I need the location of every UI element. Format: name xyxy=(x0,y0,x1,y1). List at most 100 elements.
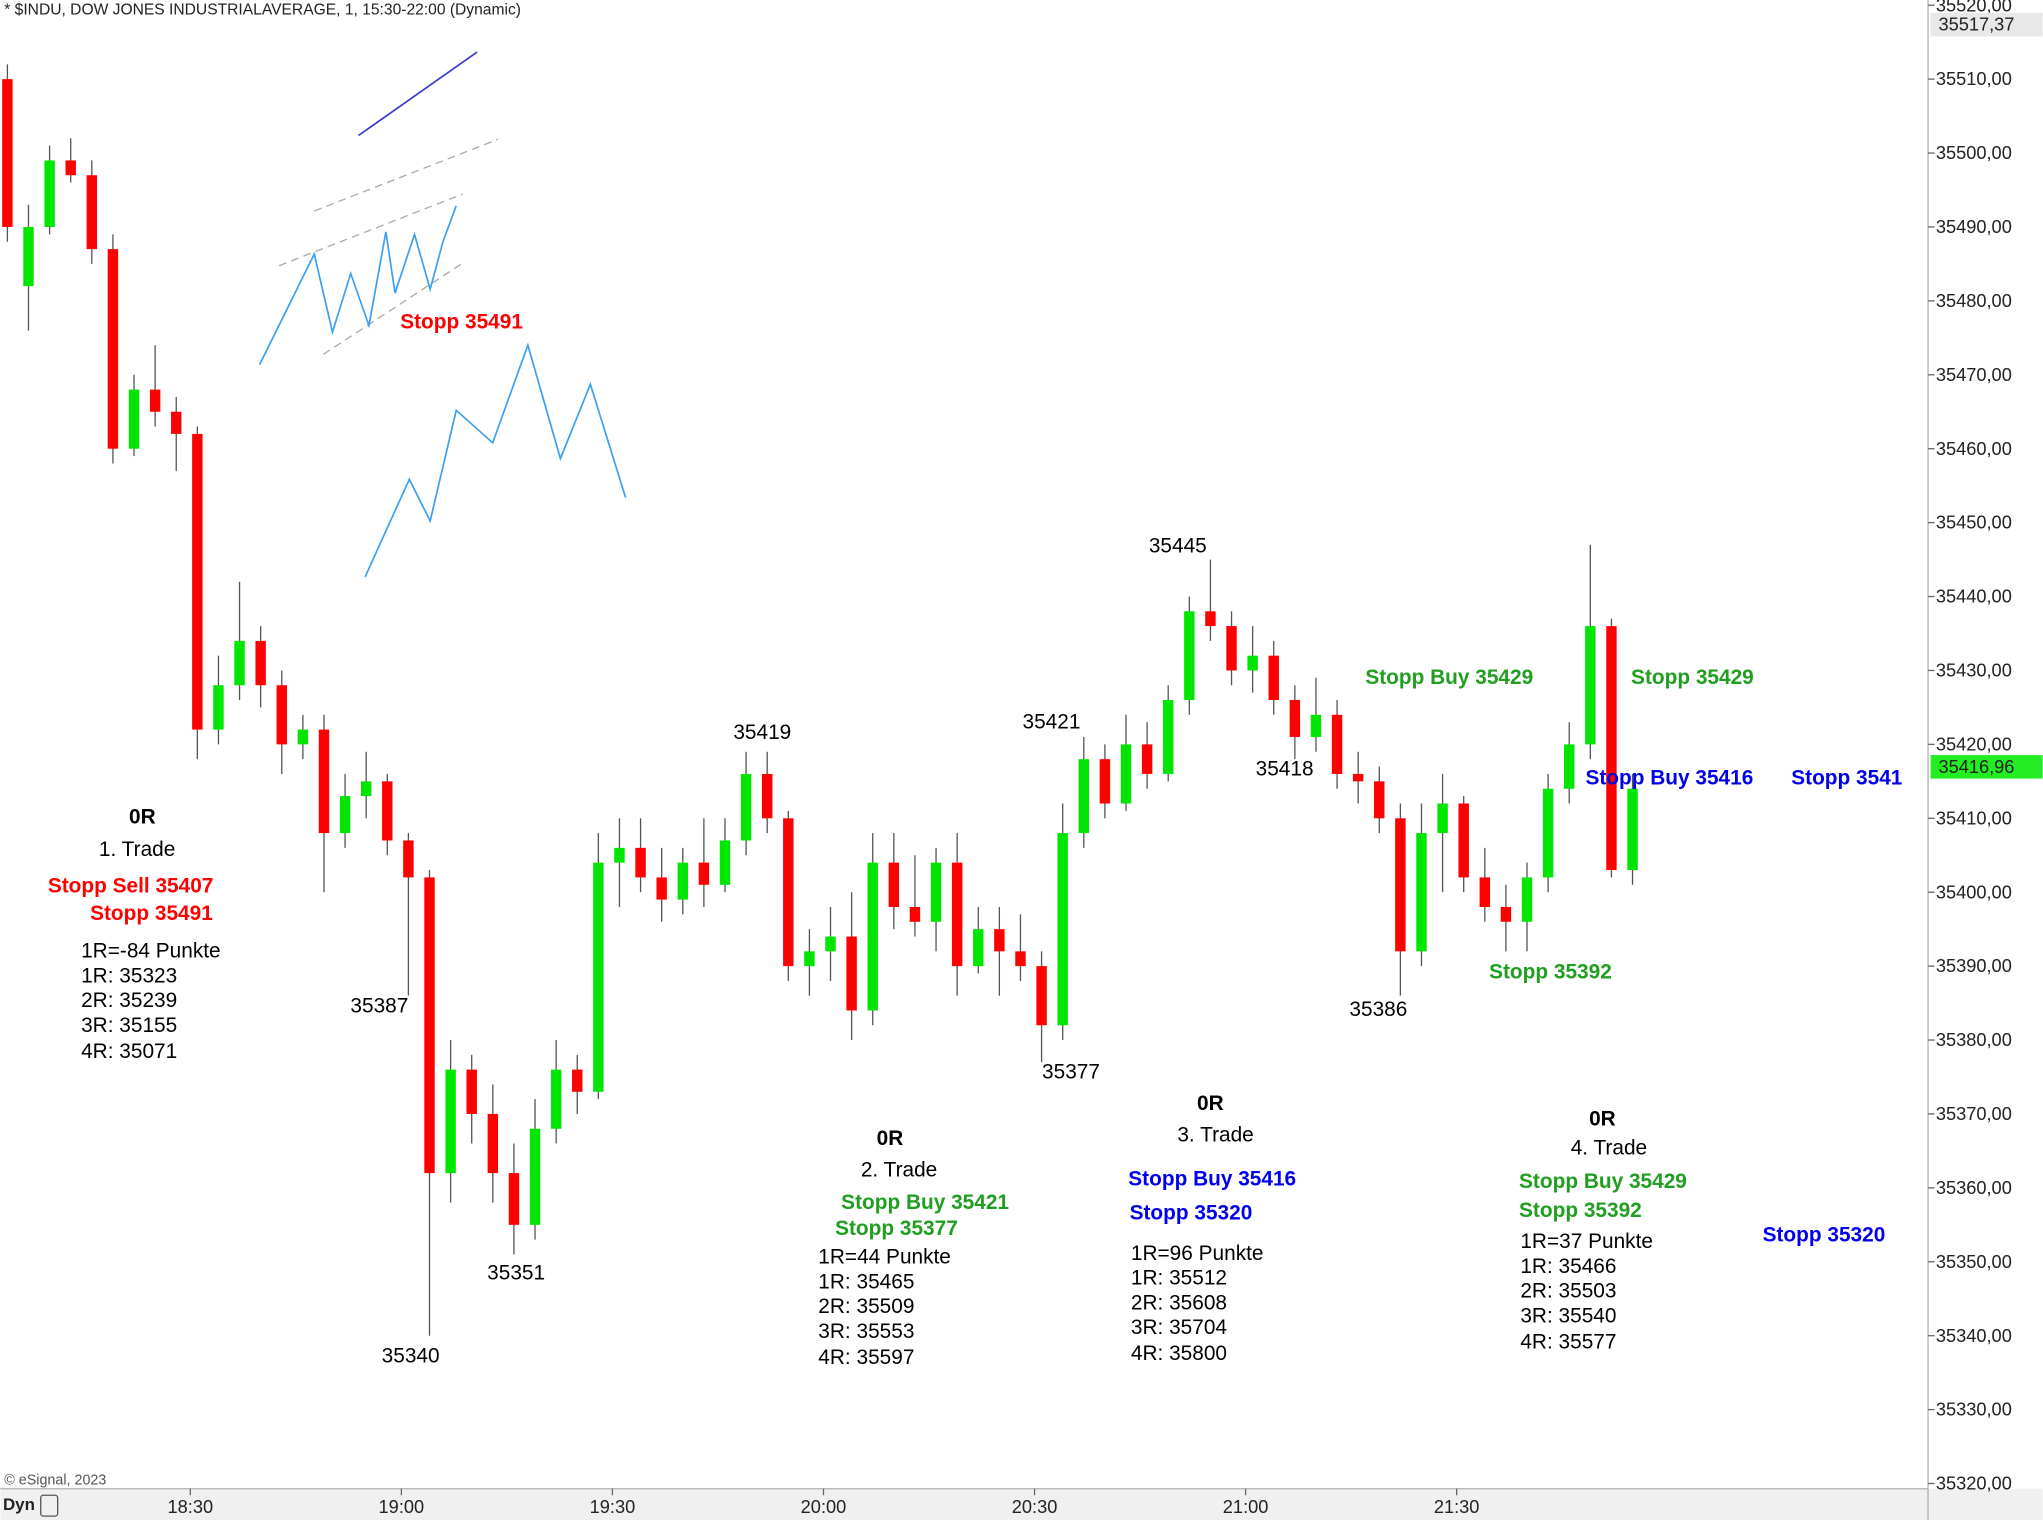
annotation: Stopp 35392 xyxy=(1489,960,1612,983)
candle-body xyxy=(1437,803,1448,834)
candle-body xyxy=(1416,833,1427,952)
candle-body xyxy=(466,1069,477,1114)
candle-body xyxy=(318,729,330,834)
candle-body xyxy=(1015,951,1026,967)
y-tick-label: 35430,00 xyxy=(1936,660,2012,681)
y-tick-label: 35410,00 xyxy=(1936,807,2012,828)
y-tick-label: 35510,00 xyxy=(1936,68,2012,89)
candle-body xyxy=(909,906,921,922)
y-tick-label: 35320,00 xyxy=(1936,1473,2012,1494)
annotation: 3R: 35704 xyxy=(1131,1316,1227,1339)
annotation: 35340 xyxy=(382,1345,440,1368)
candle-body xyxy=(2,79,13,227)
candle-body xyxy=(1184,611,1195,701)
candle-body xyxy=(888,862,900,907)
y-tick-label: 35490,00 xyxy=(1936,216,2012,237)
candle-body xyxy=(276,685,287,745)
candle-body xyxy=(1374,781,1385,819)
candle-body xyxy=(65,160,76,176)
candle-body xyxy=(1500,906,1512,922)
annotation: 1R: 35323 xyxy=(81,964,177,987)
candle-body xyxy=(192,433,203,730)
candle-body xyxy=(930,862,942,922)
pattern-sketch xyxy=(364,342,627,578)
candle-body xyxy=(1226,626,1237,671)
annotation: 1R=44 Punkte xyxy=(818,1246,951,1269)
candle-body xyxy=(550,1069,562,1129)
y-tick-label: 35480,00 xyxy=(1936,290,2012,311)
price-marker-label: 35517,37 xyxy=(1938,14,2014,35)
annotation: 1R=96 Punkte xyxy=(1131,1242,1264,1265)
candle-body xyxy=(424,877,435,1174)
annotation: 3. Trade xyxy=(1177,1123,1253,1146)
y-tick-label: 35390,00 xyxy=(1936,955,2012,976)
annotation: 1R: 35465 xyxy=(818,1270,914,1293)
annotation: 4R: 35071 xyxy=(81,1040,177,1063)
candle-body xyxy=(614,847,625,863)
candle-body xyxy=(1542,788,1554,878)
x-tick-label: 20:30 xyxy=(1012,1496,1058,1517)
candle-body xyxy=(255,640,266,686)
annotation: 2R: 35503 xyxy=(1520,1280,1616,1303)
candle-body xyxy=(445,1069,456,1174)
mode-label: Dyn xyxy=(3,1495,35,1514)
x-tick-label: 19:00 xyxy=(379,1496,425,1517)
candle-body xyxy=(1627,788,1638,871)
candle-body xyxy=(1585,626,1596,745)
annotation: Stopp 35320 xyxy=(1763,1224,1886,1247)
candle-body xyxy=(761,773,773,819)
annotation: Stopp Buy 35416 xyxy=(1585,766,1753,789)
annotation: Stopp 35429 xyxy=(1631,666,1754,689)
annotation: 35445 xyxy=(1149,535,1207,558)
y-tick-label: 35460,00 xyxy=(1936,438,2012,459)
annotation: 2R: 35509 xyxy=(818,1295,914,1318)
candle-body xyxy=(1036,966,1047,1026)
annotation: 0R xyxy=(1589,1108,1616,1131)
drawings xyxy=(258,51,627,578)
candle-body xyxy=(635,847,646,878)
annotation: 35351 xyxy=(487,1261,545,1284)
annotation: 4R: 35800 xyxy=(1131,1342,1227,1365)
y-tick-label: 35330,00 xyxy=(1936,1399,2012,1420)
annotation: 35418 xyxy=(1256,757,1314,780)
candle-body xyxy=(656,877,667,900)
candle-body xyxy=(508,1173,520,1225)
annotation: 4R: 35577 xyxy=(1520,1330,1616,1353)
candle-body xyxy=(1395,818,1406,952)
y-tick-label: 35400,00 xyxy=(1936,881,2012,902)
y-tick-label: 35420,00 xyxy=(1936,733,2012,754)
candle-body xyxy=(149,389,161,412)
annotation: 1R=-84 Punkte xyxy=(81,940,221,963)
x-tick-label: 21:00 xyxy=(1223,1496,1269,1517)
y-tick-label: 35520,00 xyxy=(1936,0,2012,15)
candle-body xyxy=(1099,759,1111,804)
annotation: 0R xyxy=(1197,1092,1224,1115)
annotation: 0R xyxy=(129,805,156,828)
candle-body xyxy=(234,640,245,686)
y-tick-label: 35440,00 xyxy=(1936,586,2012,607)
candle-body xyxy=(1521,877,1533,922)
annotation: 35386 xyxy=(1349,998,1407,1021)
candle-body xyxy=(1458,803,1469,878)
annotation: 2R: 35239 xyxy=(81,989,177,1012)
candle-body xyxy=(1479,877,1491,907)
annotation: 3R: 35155 xyxy=(81,1014,177,1037)
time-axis-bar xyxy=(0,1488,2043,1520)
lock-icon[interactable] xyxy=(40,1494,59,1517)
y-tick-label: 35360,00 xyxy=(1936,1177,2012,1198)
candle-body xyxy=(213,685,224,730)
annotation: 35377 xyxy=(1042,1061,1100,1084)
y-tick-label: 35340,00 xyxy=(1936,1325,2012,1346)
candle-body xyxy=(1141,744,1153,774)
candle-body xyxy=(1078,759,1090,834)
annotation: 35387 xyxy=(350,994,408,1017)
x-tick-label: 20:00 xyxy=(801,1496,847,1517)
candle-body xyxy=(846,936,857,1011)
annotation: 35421 xyxy=(1022,710,1080,733)
annotation: Stopp 35392 xyxy=(1519,1199,1642,1222)
y-tick-label: 35370,00 xyxy=(1936,1103,2012,1124)
y-tick-label: 35470,00 xyxy=(1936,364,2012,385)
